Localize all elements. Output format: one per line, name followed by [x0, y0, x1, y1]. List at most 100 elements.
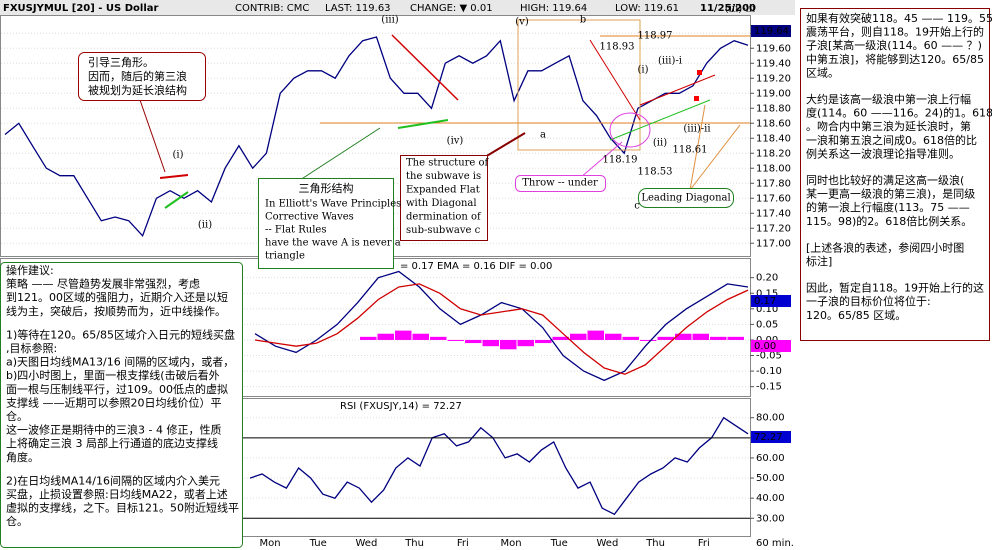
- trend-line: [391, 34, 459, 101]
- note-text: The structure of: [406, 158, 490, 169]
- histogram-bar: [395, 330, 412, 340]
- note-text: 这一波修正是期待中的三浪3 - 4 修正，性质: [6, 423, 221, 437]
- note-text: a)天图日均线MA13/16 间隔的区域内，或者，: [6, 355, 234, 369]
- histogram-bar: [465, 339, 482, 344]
- y-tick-label: 118.80: [756, 103, 791, 114]
- x-tick-label: Tue: [309, 538, 327, 549]
- trend-line: [164, 191, 189, 209]
- histogram-bar: [640, 339, 657, 341]
- note-text: triangle: [265, 251, 305, 262]
- y-tick-label: 30.00: [756, 513, 785, 524]
- wave-label: 118.97: [638, 31, 673, 42]
- note-box: [515, 175, 606, 192]
- y-tick-label: 60.00: [756, 453, 785, 464]
- panel-label: = 0.17 EMA = 0.16 DIF = 0.00: [400, 261, 552, 272]
- value-tag: [751, 431, 791, 443]
- arrow: [139, 99, 166, 173]
- header-bar: [0, 0, 795, 15]
- note-text: -- Flat Rules: [265, 225, 326, 236]
- note-text: 策略 —— 尽管趋势发展非常强烈，考虑: [6, 277, 200, 291]
- y-tick-label: 118.20: [756, 148, 791, 159]
- wave-box: [517, 19, 641, 151]
- header-item: LOW: 119.61: [615, 3, 679, 14]
- wave-label: (iii): [381, 15, 398, 26]
- y-tick-label: 117.40: [756, 208, 791, 219]
- x-tick-label: Wed: [596, 538, 618, 549]
- histogram-bar: [675, 333, 692, 340]
- wave-label: (i): [172, 150, 183, 161]
- histogram-bar: [535, 339, 552, 344]
- note-box: [400, 155, 488, 241]
- note-text: 角度。: [6, 450, 39, 464]
- y-tick-label: 0.10: [756, 304, 778, 315]
- trend-line: [639, 74, 716, 106]
- y-tick-label: 80.00: [756, 413, 785, 424]
- histogram-bar: [447, 339, 464, 341]
- note-text: the subwave is: [406, 171, 481, 182]
- y-tick-label: 0.05: [756, 319, 778, 330]
- note-text: 因而，随后的第三浪: [88, 69, 187, 83]
- note-text: 被规划为延长浪结构: [88, 83, 187, 97]
- marker: [694, 96, 699, 101]
- note-text: 震荡平台，则自118。19开始上行的: [806, 25, 984, 39]
- wave-label: (iii)-iii: [725, 4, 755, 15]
- wave-label: 118.93: [600, 42, 635, 53]
- note-text: sub-subwave c: [406, 225, 481, 236]
- note-text: 例关系这一波浪理论指导准则。: [806, 146, 960, 160]
- note-text: 子浪[某高一级浪(114。60 —— ？): [806, 38, 982, 52]
- x-tick-label: Wed: [355, 538, 377, 549]
- note-title: 三角形结构: [299, 181, 354, 195]
- header-item: CONTRIB: CMC: [235, 3, 309, 14]
- note-box: [0, 262, 243, 548]
- note-text: 的第一浪上行幅度(113。75 ——: [806, 200, 970, 214]
- note-text: 115。98)的2。618倍比例关系。: [806, 214, 972, 228]
- note-text: 1)等待在120。65/85区域介入日元的短线买盘: [6, 327, 235, 341]
- trend-line: [589, 39, 641, 121]
- note-text: 面一根与压制线平行，过109。00低点的虚拟: [6, 382, 228, 396]
- y-tick-label: -0.05: [756, 351, 782, 362]
- histogram-bar: [552, 336, 569, 340]
- wave-label: a: [540, 130, 546, 141]
- value-tag-label: 119.64: [754, 26, 789, 37]
- histogram-bar: [430, 336, 447, 340]
- note-text: 仓。: [6, 409, 28, 423]
- x-tick-label: Thu: [645, 538, 665, 549]
- histogram-bar: [377, 333, 394, 340]
- note-text: Corrective Waves: [265, 212, 354, 223]
- histogram-bar: [692, 333, 709, 340]
- x-tick-label: Tue: [550, 538, 568, 549]
- note-text: 操作建议:: [6, 263, 54, 277]
- y-tick-label: -0.10: [756, 366, 782, 377]
- x-tick-label: Mon: [259, 538, 280, 549]
- note-text: 上将确定三浪 3 局部上行通道的底边支撑线: [6, 436, 218, 450]
- note-text: 因此，暂定自118。19开始上行的这: [806, 281, 984, 295]
- note-text: In Elliott's Wave Principles: [265, 199, 401, 210]
- wave-label: b: [580, 15, 586, 26]
- note-text: 仓。: [6, 514, 28, 528]
- x-unit: 60 min.: [756, 538, 794, 549]
- wave-label: (ii): [653, 138, 667, 149]
- note-text: dermination of: [406, 212, 482, 223]
- y-tick-label: 117.60: [756, 193, 791, 204]
- histogram-bar: [657, 336, 674, 340]
- histogram-bar: [727, 336, 744, 340]
- y-tick-label: 118.00: [756, 163, 791, 174]
- note-text: 2)在日均线MA14/16间隔的区域内介入美元: [6, 473, 220, 487]
- arrow: [689, 124, 741, 191]
- note-text: 一子浪的目标价位将位于:: [806, 294, 931, 308]
- note-box: [638, 188, 734, 208]
- wave-label: 118.53: [638, 167, 673, 178]
- histogram-bar: [710, 336, 727, 340]
- value-tag-label: 0.00: [754, 341, 776, 352]
- trend-line: [609, 99, 711, 141]
- histogram-bar: [570, 333, 587, 340]
- y-tick-label: 119.20: [756, 73, 791, 84]
- note-text: Throw -- under: [522, 178, 598, 189]
- y-tick-label: 117.80: [756, 178, 791, 189]
- histogram-bar: [360, 336, 377, 340]
- x-tick-label: Fri: [698, 538, 710, 549]
- histogram-bar: [412, 333, 429, 340]
- note-text: Expanded Flat: [406, 185, 480, 196]
- note-text: 引导三角形。: [88, 55, 154, 69]
